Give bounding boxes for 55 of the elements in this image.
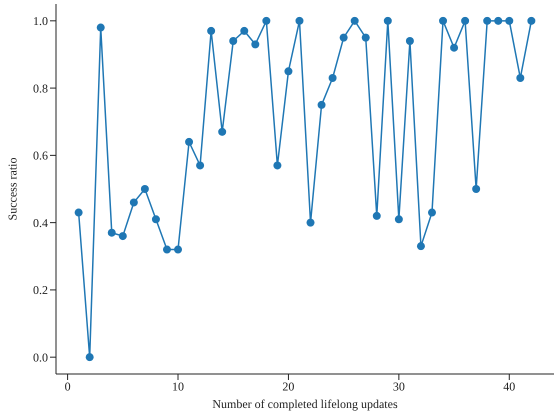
- point: [472, 185, 480, 193]
- point: [372, 212, 381, 220]
- point: [96, 24, 105, 32]
- point: [350, 16, 359, 25]
- point: [273, 161, 282, 170]
- point: [394, 215, 403, 224]
- point: [284, 67, 292, 76]
- point: [240, 26, 248, 35]
- point: [86, 353, 94, 362]
- y-tick-label: 0.0: [33, 350, 48, 364]
- point: [505, 16, 514, 25]
- point: [152, 215, 160, 224]
- point: [251, 40, 260, 48]
- point: [328, 74, 337, 82]
- y-axis-title: Success ratio: [5, 158, 20, 220]
- x-tick-label: 0: [64, 380, 71, 394]
- y-tick-label: 1.0: [33, 14, 48, 28]
- point: [262, 16, 270, 25]
- point: [516, 74, 524, 82]
- y-tick-label: 0.6: [33, 148, 48, 163]
- point: [384, 16, 392, 25]
- x-tick-label: 10: [172, 380, 184, 394]
- point: [207, 26, 216, 35]
- point: [130, 198, 138, 206]
- x-tick-label: 20: [282, 380, 294, 394]
- y-tick-label: 0.8: [33, 81, 48, 96]
- point: [527, 16, 536, 25]
- point: [416, 242, 425, 250]
- point: [306, 218, 315, 227]
- x-tick-label: 30: [392, 380, 405, 394]
- point: [439, 16, 448, 25]
- point: [428, 208, 436, 217]
- point: [118, 232, 127, 240]
- point: [108, 228, 116, 237]
- point: [318, 100, 326, 109]
- point: [229, 37, 238, 45]
- point: [362, 34, 370, 42]
- point: [406, 37, 414, 45]
- point: [140, 185, 149, 193]
- point: [218, 128, 226, 136]
- point: [174, 246, 182, 254]
- y-tick-label: 0.2: [33, 283, 48, 298]
- point: [74, 208, 83, 217]
- point: [185, 138, 194, 146]
- point: [340, 34, 348, 42]
- point: [461, 16, 470, 25]
- x-tick-label: 40: [503, 380, 516, 394]
- point: [162, 246, 171, 254]
- point: [295, 16, 304, 25]
- x-axis-title: Number of completed lifelong updates: [212, 397, 398, 411]
- point: [450, 44, 458, 52]
- y-tick-label: 0.4: [33, 216, 48, 230]
- point: [196, 161, 204, 170]
- point: [494, 16, 502, 25]
- point: [483, 16, 492, 25]
